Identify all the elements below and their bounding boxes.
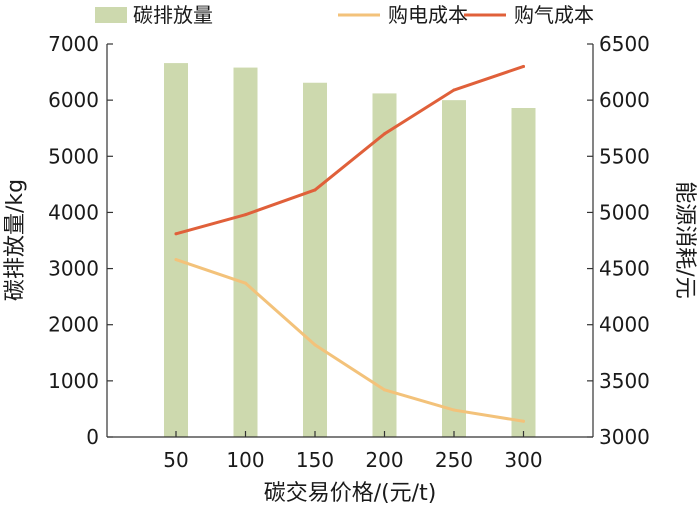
- line-point: [522, 419, 525, 423]
- y2-tick-label: 4000: [599, 313, 650, 337]
- line-series: [174, 64, 525, 423]
- line-point: [313, 343, 317, 347]
- legend: 碳排放量 购电成本 购气成本: [95, 3, 594, 27]
- bar-100: [233, 67, 258, 437]
- y-tick-label: 2000: [48, 313, 99, 337]
- y-tick-label: 3000: [48, 257, 99, 281]
- y-tick-label: 7000: [48, 32, 99, 56]
- line-point: [244, 213, 247, 217]
- bar-series: [164, 63, 536, 438]
- line-point: [174, 258, 178, 262]
- legend-label: 碳排放量: [133, 3, 213, 27]
- line-series-1: [174, 258, 525, 423]
- x-tick-label: 250: [435, 448, 473, 472]
- y2-tick-label: 5500: [599, 144, 650, 168]
- line-point: [383, 388, 386, 392]
- x-tick-label: 100: [226, 448, 264, 472]
- y2-tick-label: 3000: [599, 425, 650, 449]
- line-point: [452, 88, 456, 92]
- line-point: [313, 188, 317, 192]
- y2-tick-label: 6000: [599, 88, 650, 112]
- y-tick-label: 0: [86, 425, 99, 449]
- line-point: [244, 281, 247, 285]
- line-series-2: [174, 64, 525, 236]
- bar-50: [164, 63, 188, 438]
- x-tick-label: 200: [365, 448, 403, 472]
- x-tick-label: 150: [296, 448, 334, 472]
- bar-250: [442, 100, 466, 438]
- axes: 0 1000 2000 3000 4000 5000 6000 7000 3000 3500 400…: [48, 32, 650, 472]
- line-point: [174, 232, 178, 236]
- y-tick-label: 4000: [48, 200, 99, 224]
- bar-300: [511, 108, 536, 437]
- legend-label: 购气成本: [514, 3, 594, 27]
- y-tick-label: 6000: [48, 88, 99, 112]
- x-tick-label: 50: [163, 448, 188, 472]
- bar-200: [372, 93, 397, 438]
- x-axis-title: 碳交易价格/(元/t): [264, 481, 437, 506]
- line-point: [383, 132, 386, 136]
- y-tick-label: 5000: [48, 144, 99, 168]
- line-point: [522, 64, 525, 68]
- legend-label: 购电成本: [388, 3, 468, 27]
- y-tick-label: 1000: [48, 369, 99, 393]
- y-axis-title: 碳排放量/kg: [3, 179, 28, 301]
- y2-tick-label: 4500: [599, 257, 650, 281]
- y2-tick-label: 5000: [599, 200, 650, 224]
- line-point: [452, 408, 456, 412]
- x-tick-label: 300: [504, 448, 542, 472]
- legend-swatch-bar: [95, 7, 127, 23]
- y2-axis-title: 能源消耗/元: [672, 181, 697, 298]
- y2-tick-label: 6500: [599, 32, 650, 56]
- bar-150: [303, 82, 327, 437]
- y2-tick-label: 3500: [599, 369, 650, 393]
